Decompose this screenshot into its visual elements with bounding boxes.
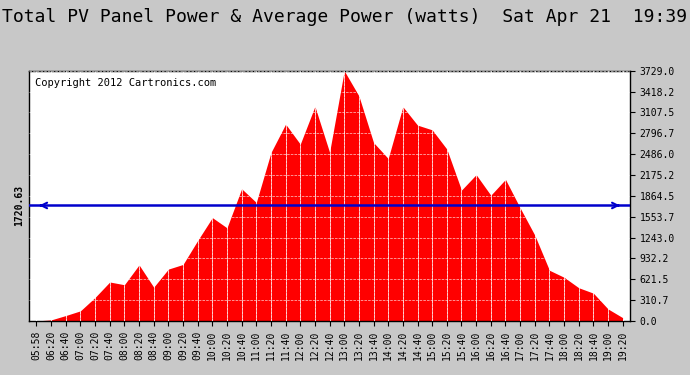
Text: Copyright 2012 Cartronics.com: Copyright 2012 Cartronics.com: [35, 78, 217, 88]
Text: 1720.63: 1720.63: [14, 185, 24, 226]
Text: Total PV Panel Power & Average Power (watts)  Sat Apr 21  19:39: Total PV Panel Power & Average Power (wa…: [3, 8, 687, 26]
